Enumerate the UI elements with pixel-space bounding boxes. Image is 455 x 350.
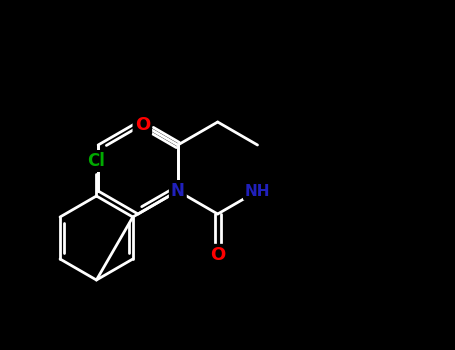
Text: NH: NH bbox=[245, 183, 270, 198]
Text: O: O bbox=[210, 246, 225, 264]
Text: O: O bbox=[135, 116, 150, 133]
Text: N: N bbox=[171, 182, 185, 200]
Text: Cl: Cl bbox=[87, 152, 106, 170]
